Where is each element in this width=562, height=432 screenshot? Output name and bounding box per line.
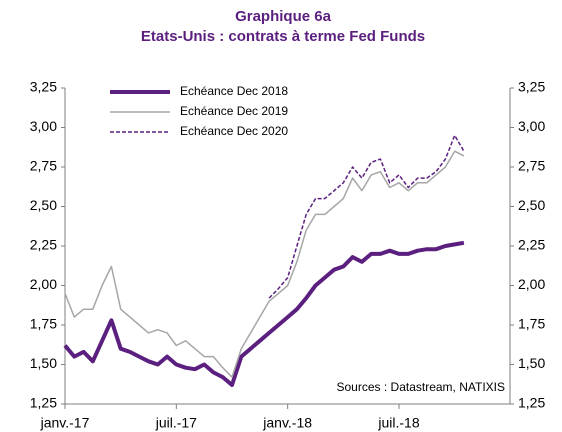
- legend-label: Echéance Dec 2020: [180, 124, 288, 138]
- y-tick-label: 2,00: [30, 276, 57, 292]
- y2-tick-label: 1,50: [518, 355, 545, 371]
- chart-subtitle: Etats-Unis : contrats à terme Fed Funds: [141, 28, 425, 45]
- y-tick-label: 1,25: [30, 395, 57, 411]
- x-tick-label: juil.-18: [377, 415, 419, 431]
- chart-title: Graphique 6a: [235, 8, 332, 25]
- y2-tick-label: 2,25: [518, 237, 545, 253]
- y2-tick-label: 1,25: [518, 395, 545, 411]
- y-tick-label: 1,50: [30, 355, 57, 371]
- y-tick-label: 3,25: [30, 79, 57, 95]
- y2-tick-label: 2,75: [518, 158, 545, 174]
- legend-label: Echéance Dec 2019: [180, 104, 288, 118]
- series-line: [63, 240, 465, 387]
- x-tick-label: juil.-17: [155, 415, 197, 431]
- y-tick-label: 2,75: [30, 158, 57, 174]
- x-tick-label: janv.-18: [262, 415, 312, 431]
- y-tick-label: 3,00: [30, 118, 57, 134]
- y-tick-label: 2,25: [30, 237, 57, 253]
- y2-tick-label: 3,25: [518, 79, 545, 95]
- legend-label: Echéance Dec 2018: [180, 84, 288, 98]
- y-tick-label: 2,50: [30, 197, 57, 213]
- y2-tick-label: 1,75: [518, 316, 545, 332]
- y2-tick-label: 2,50: [518, 197, 545, 213]
- series-line: [268, 134, 465, 299]
- y2-tick-label: 3,00: [518, 118, 545, 134]
- x-tick-label: janv.-17: [40, 415, 90, 431]
- y-tick-label: 1,75: [30, 316, 57, 332]
- y2-tick-label: 2,00: [518, 276, 545, 292]
- annotation: Sources : Datastream, NATIXIS: [337, 380, 506, 394]
- series-line: [64, 150, 465, 378]
